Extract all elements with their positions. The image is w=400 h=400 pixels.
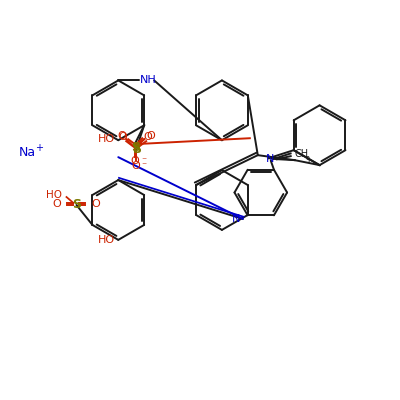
Text: O: O xyxy=(147,131,156,141)
Text: O: O xyxy=(131,156,140,166)
Text: O: O xyxy=(117,131,126,141)
Text: ⁻: ⁻ xyxy=(141,161,146,171)
Text: +: + xyxy=(34,143,42,153)
Text: HO: HO xyxy=(98,235,115,245)
Text: O: O xyxy=(132,161,140,171)
Text: NH: NH xyxy=(140,76,157,86)
Text: S: S xyxy=(132,143,141,156)
Text: CH: CH xyxy=(295,149,309,159)
Text: N: N xyxy=(232,214,240,224)
Text: HO: HO xyxy=(98,134,115,144)
Text: S: S xyxy=(72,198,81,212)
Text: S: S xyxy=(131,141,140,154)
Text: Na: Na xyxy=(19,146,36,159)
Text: HO: HO xyxy=(46,190,62,200)
Text: 3: 3 xyxy=(305,156,310,165)
Text: O: O xyxy=(91,199,100,209)
Text: O: O xyxy=(144,132,152,142)
Text: O: O xyxy=(53,199,62,209)
Text: N: N xyxy=(266,154,275,164)
Text: O: O xyxy=(118,132,127,142)
Text: ⁻: ⁻ xyxy=(141,156,146,166)
